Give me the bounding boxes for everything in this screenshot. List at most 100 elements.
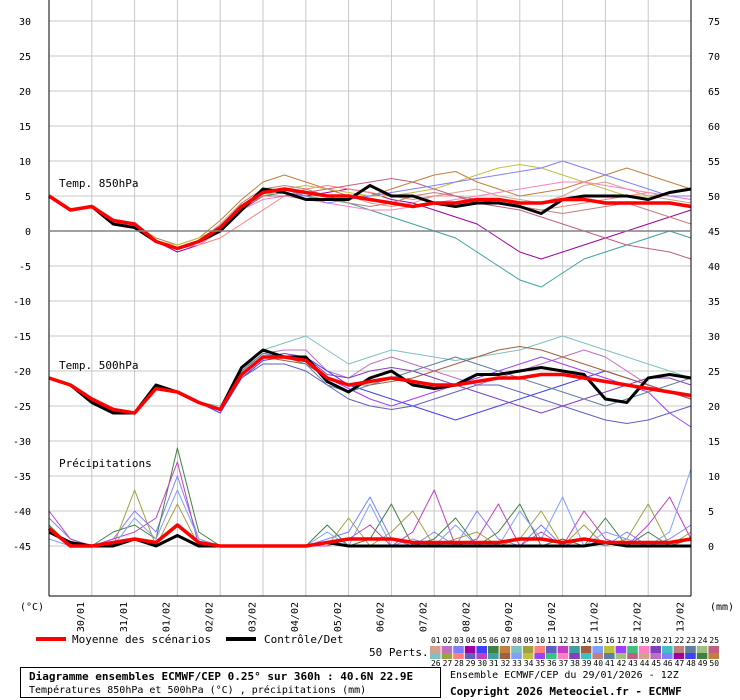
legend-swatch <box>488 653 499 659</box>
legend-number: 50 <box>709 659 719 666</box>
legend-number: 17 <box>617 636 627 645</box>
legend-swatch <box>696 646 708 653</box>
legend-number: 19 <box>640 636 650 645</box>
right-tick-label: 50 <box>708 192 720 203</box>
legend-number: 31 <box>489 659 499 666</box>
legend-swatch <box>650 646 661 653</box>
t500-control-line <box>48 348 692 415</box>
legend-swatch <box>604 646 615 653</box>
x-tick-label: 02/02 <box>205 602 216 632</box>
legend-swatch <box>638 646 650 653</box>
precip-control-line <box>48 530 691 548</box>
left-tick-label: 30 <box>19 17 31 28</box>
legend-number: 47 <box>675 659 685 666</box>
legend-swatch <box>464 646 476 653</box>
x-tick-label: 05/02 <box>333 602 344 632</box>
legend-swatch <box>569 653 580 659</box>
left-tick-label: 10 <box>19 157 31 168</box>
right-tick-label: 30 <box>708 332 720 343</box>
left-tick-label: 15 <box>19 122 31 133</box>
legend-swatch <box>476 653 487 659</box>
left-tick-label: 25 <box>19 52 31 63</box>
legend-number: 16 <box>605 636 615 645</box>
panel-label-t850: Temp. 850hPa <box>59 177 138 190</box>
legend-number: 37 <box>559 659 569 666</box>
right-tick-label: 35 <box>708 297 720 308</box>
footer-box: Diagramme ensembles ECMWF/CEP 0.25° sur … <box>20 667 441 698</box>
left-tick-label: -10 <box>13 297 31 308</box>
legend-number: 39 <box>582 659 592 666</box>
legend-number: 21 <box>663 636 673 645</box>
legend-number: 30 <box>477 659 487 666</box>
x-tick-label: 30/01 <box>76 602 87 632</box>
legend-swatch <box>604 653 615 659</box>
legend-number: 36 <box>547 659 557 666</box>
legend-swatch <box>708 653 719 659</box>
legend-control-label: Contrôle/Det <box>264 633 343 646</box>
left-tick-label: -35 <box>13 472 31 483</box>
legend-mean-label: Moyenne des scénarios <box>72 633 211 646</box>
legend-number: 11 <box>547 636 557 645</box>
legend-swatch <box>464 653 476 659</box>
x-tick-label: 09/02 <box>504 602 515 632</box>
footer-title: Diagramme ensembles ECMWF/CEP 0.25° sur … <box>29 670 414 683</box>
legend-swatch <box>673 646 685 653</box>
left-tick-label: -40 <box>13 507 31 518</box>
legend-number: 10 <box>535 636 545 645</box>
legend-swatch <box>627 653 638 659</box>
legend-number: 03 <box>454 636 464 645</box>
legend-swatch <box>499 646 511 653</box>
plot-area <box>49 0 691 596</box>
panel-label-precip: Précipitations <box>59 457 152 470</box>
right-tick-label: 15 <box>708 437 720 448</box>
legend-swatch <box>453 646 464 653</box>
legend-number: 38 <box>570 659 580 666</box>
legend-number: 22 <box>675 636 685 645</box>
legend-swatch <box>696 653 708 659</box>
x-tick-label: 01/02 <box>162 602 173 632</box>
legend-number: 28 <box>454 659 464 666</box>
legend-swatch <box>488 646 499 653</box>
legend-number: 02 <box>443 636 453 645</box>
legend-perts-label: 50 Perts. <box>369 646 429 659</box>
legend-swatch <box>662 653 673 659</box>
x-tick-label: 06/02 <box>376 602 387 632</box>
legend-swatch <box>441 646 453 653</box>
legend-number: 18 <box>628 636 638 645</box>
legend-number: 14 <box>582 636 592 645</box>
legend-number: 15 <box>593 636 603 645</box>
left-tick-label: -20 <box>13 367 31 378</box>
legend-swatch <box>499 653 511 659</box>
right-tick-label: 10 <box>708 472 720 483</box>
legend-swatch <box>580 653 592 659</box>
legend-number: 06 <box>489 636 499 645</box>
legend-number: 40 <box>593 659 603 666</box>
right-tick-label: 65 <box>708 87 720 98</box>
legend-number: 43 <box>628 659 638 666</box>
left-tick-label: -30 <box>13 437 31 448</box>
legend-number: 42 <box>617 659 627 666</box>
legend-swatch <box>534 653 545 659</box>
legend-swatch <box>430 646 441 653</box>
right-tick-label: 55 <box>708 157 720 168</box>
legend-swatch <box>522 646 534 653</box>
legend-number: 07 <box>501 636 511 645</box>
x-tick-label: 03/02 <box>247 602 258 632</box>
right-tick-label: 0 <box>708 542 714 553</box>
legend-swatch <box>476 646 487 653</box>
legend-swatch <box>638 653 650 659</box>
panel-label-t500: Temp. 500hPa <box>59 359 138 372</box>
legend-swatch <box>511 646 522 653</box>
copyright: Copyright 2026 Meteociel.fr - ECMWF <box>450 685 682 698</box>
legend-number: 32 <box>501 659 511 666</box>
legend-number: 25 <box>709 636 719 645</box>
x-tick-label: 10/02 <box>547 602 558 632</box>
x-tick-label: 11/02 <box>590 602 601 632</box>
x-tick-label: 04/02 <box>290 602 301 632</box>
legend-number: 23 <box>686 636 696 645</box>
legend-swatch <box>511 653 522 659</box>
left-tick-label: -45 <box>13 542 31 553</box>
x-axis-labels: 30/01 31/01 01/02 02/02 03/02 04/02 05/02 06/02… <box>76 602 686 632</box>
legend-swatch <box>580 646 592 653</box>
